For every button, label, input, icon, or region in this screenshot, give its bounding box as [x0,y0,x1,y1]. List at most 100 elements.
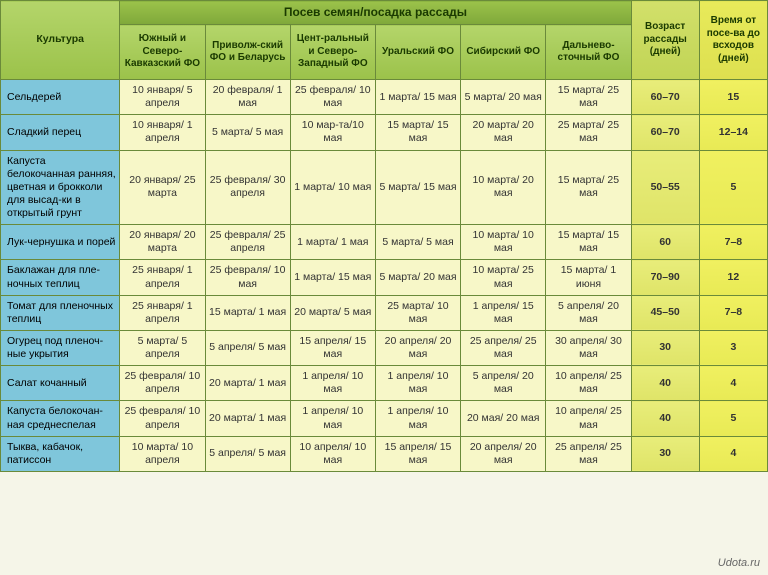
cell: 5 апреля/ 5 мая [205,330,290,365]
cell: 15 апреля/ 15 мая [375,436,460,471]
cell: 10 января/ 1 апреля [120,115,205,150]
table-row: Сельдерей 10 января/ 5 апреля 20 февраля… [1,80,768,115]
cell: 5 апреля/ 20 мая [461,366,546,401]
cell-time: 4 [699,366,767,401]
table-row: Капуста белокочанная ранняя, цветная и б… [1,150,768,225]
table-row: Салат кочанный 25 февраля/ 10 апреля 20 … [1,366,768,401]
cell: 5 марта/ 5 мая [375,225,460,260]
cell-age: 30 [631,436,699,471]
cell: 25 апреля/ 25 мая [546,436,631,471]
cell: 15 апреля/ 15 мая [290,330,375,365]
header-sowing-span: Посев семян/посадка рассады [120,1,631,25]
crop-name: Сельдерей [1,80,120,115]
cell: 20 марта/ 1 мая [205,401,290,436]
cell: 5 марта/ 5 мая [205,115,290,150]
cell-age: 45–50 [631,295,699,330]
header-region-5: Дальнево-сточный ФО [546,25,631,80]
header-region-1: Приволж-ский ФО и Беларусь [205,25,290,80]
cell: 1 марта/ 15 мая [290,260,375,295]
cell-age: 60–70 [631,80,699,115]
cell: 25 февраля/ 10 мая [290,80,375,115]
table-row: Сладкий перец 10 января/ 1 апреля 5 март… [1,115,768,150]
crop-name: Сладкий перец [1,115,120,150]
crop-name: Лук-чернушка и порей [1,225,120,260]
table-row: Огурец под пленоч-ные укрытия 5 марта/ 5… [1,330,768,365]
header-time: Время от посе-ва до всходов (дней) [699,1,767,80]
crop-name: Капуста белокочанная ранняя, цветная и б… [1,150,120,225]
cell: 10 марта/ 20 мая [461,150,546,225]
cell: 25 февраля/ 10 апреля [120,366,205,401]
cell: 1 апреля/ 15 мая [461,295,546,330]
cell: 15 марта/ 25 мая [546,80,631,115]
cell: 15 марта/ 1 мая [205,295,290,330]
crop-name: Огурец под пленоч-ные укрытия [1,330,120,365]
cell: 10 мар-та/10 мая [290,115,375,150]
cell: 10 апреля/ 25 мая [546,401,631,436]
cell: 20 января/ 20 марта [120,225,205,260]
cell: 15 марта/ 25 мая [546,150,631,225]
table-row: Капуста белокочан-ная среднеспелая 25 фе… [1,401,768,436]
cell-time: 3 [699,330,767,365]
cell: 10 апреля/ 25 мая [546,366,631,401]
cell: 15 марта/ 15 мая [375,115,460,150]
cell: 20 апреля/ 20 мая [375,330,460,365]
cell-time: 5 [699,150,767,225]
cell: 20 апреля/ 20 мая [461,436,546,471]
table-row: Баклажан для пле-ночных теплиц 25 января… [1,260,768,295]
crop-name: Томат для пленочных теплиц [1,295,120,330]
crop-name: Капуста белокочан-ная среднеспелая [1,401,120,436]
cell: 5 марта/ 5 апреля [120,330,205,365]
cell: 5 апреля/ 5 мая [205,436,290,471]
cell-age: 60–70 [631,115,699,150]
cell: 25 марта/ 25 мая [546,115,631,150]
cell-time: 5 [699,401,767,436]
cell: 25 января/ 1 апреля [120,260,205,295]
cell: 1 марта/ 1 мая [290,225,375,260]
cell-time: 12 [699,260,767,295]
header-region-2: Цент-ральный и Северо-Западный ФО [290,25,375,80]
table-row: Тыква, кабачок, патиссон 10 марта/ 10 ап… [1,436,768,471]
cell-age: 50–55 [631,150,699,225]
cell: 1 апреля/ 10 мая [290,401,375,436]
header-region-4: Сибирский ФО [461,25,546,80]
cell: 1 апреля/ 10 мая [375,366,460,401]
cell: 1 апреля/ 10 мая [375,401,460,436]
cell: 20 марта/ 5 мая [290,295,375,330]
cell: 10 марта/ 10 апреля [120,436,205,471]
header-age: Возраст рассады (дней) [631,1,699,80]
cell: 25 февраля/ 25 апреля [205,225,290,260]
cell-age: 40 [631,366,699,401]
cell: 15 марта/ 15 мая [546,225,631,260]
cell: 25 апреля/ 25 мая [461,330,546,365]
cell-age: 70–90 [631,260,699,295]
table-body: Сельдерей 10 января/ 5 апреля 20 февраля… [1,80,768,472]
planting-table: Культура Посев семян/посадка рассады Воз… [0,0,768,472]
cell-age: 60 [631,225,699,260]
cell: 25 февраля/ 10 мая [205,260,290,295]
cell: 10 апреля/ 10 мая [290,436,375,471]
table-row: Томат для пленочных теплиц 25 января/ 1 … [1,295,768,330]
cell: 1 марта/ 15 мая [375,80,460,115]
cell: 15 марта/ 1 июня [546,260,631,295]
cell: 20 февраля/ 1 мая [205,80,290,115]
cell-age: 40 [631,401,699,436]
cell-time: 7–8 [699,225,767,260]
cell: 10 марта/ 10 мая [461,225,546,260]
cell: 25 февраля/ 10 апреля [120,401,205,436]
crop-name: Тыква, кабачок, патиссон [1,436,120,471]
cell: 5 марта/ 20 мая [461,80,546,115]
cell: 20 марта/ 20 мая [461,115,546,150]
cell: 1 апреля/ 10 мая [290,366,375,401]
cell: 30 апреля/ 30 мая [546,330,631,365]
crop-name: Салат кочанный [1,366,120,401]
planting-table-container: Культура Посев семян/посадка рассады Воз… [0,0,768,575]
cell: 5 марта/ 20 мая [375,260,460,295]
header-region-0: Южный и Северо-Кавказский ФО [120,25,205,80]
cell: 20 мая/ 20 мая [461,401,546,436]
table-row: Лук-чернушка и порей 20 января/ 20 марта… [1,225,768,260]
table-header: Культура Посев семян/посадка рассады Воз… [1,1,768,80]
header-culture: Культура [1,1,120,80]
cell-time: 12–14 [699,115,767,150]
cell: 5 апреля/ 20 мая [546,295,631,330]
cell: 10 января/ 5 апреля [120,80,205,115]
